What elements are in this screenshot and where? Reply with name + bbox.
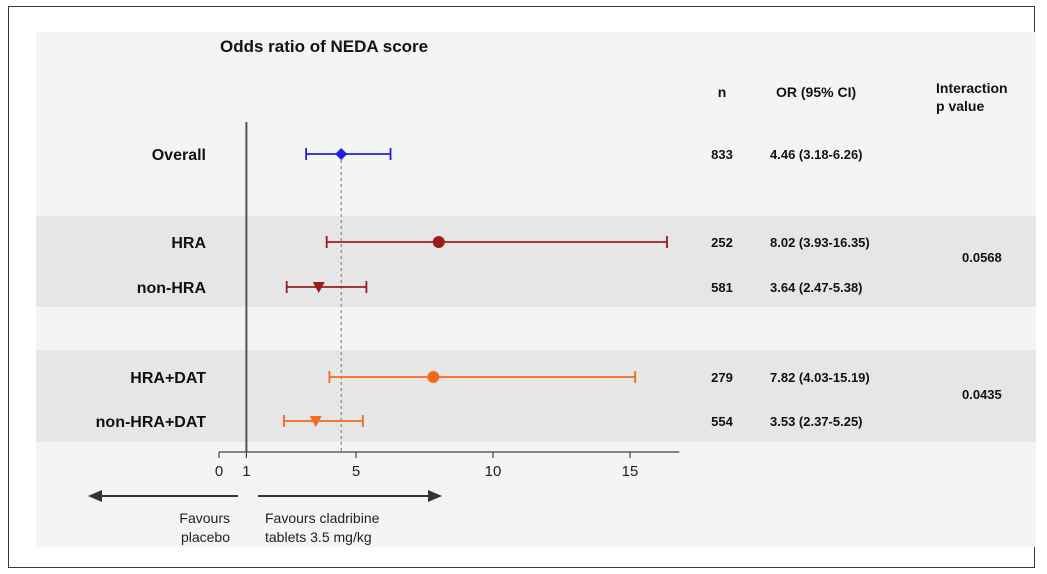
row-or-ci-non-hra-plus-dat: 3.53 (2.37-5.25) bbox=[770, 414, 863, 429]
favours-right-line1: Favours cladribine bbox=[265, 510, 380, 526]
x-tick-label: 0 bbox=[215, 463, 223, 480]
band-hra-dat bbox=[36, 350, 1036, 442]
header-or: OR (95% CI) bbox=[776, 84, 856, 100]
x-tick-label: 5 bbox=[352, 463, 360, 480]
row-label-non-hra-plus-dat: non-HRA+DAT bbox=[96, 414, 207, 431]
favours-right-line2: tablets 3.5 mg/kg bbox=[265, 529, 372, 545]
row-n-non-hra: 581 bbox=[711, 280, 733, 295]
point-estimate-hra bbox=[432, 236, 445, 248]
row-or-ci-hra-plus-dat: 7.82 (4.03-15.19) bbox=[770, 370, 870, 385]
x-tick-label: 15 bbox=[622, 463, 639, 480]
point-estimate-non-hra bbox=[312, 282, 325, 293]
chart-title: Odds ratio of NEDA score bbox=[220, 37, 428, 56]
point-estimate-hra-plus-dat bbox=[427, 371, 440, 383]
header-interaction-line2: p value bbox=[936, 98, 984, 114]
interaction-p-hra: 0.0568 bbox=[962, 250, 1002, 265]
row-or-ci-non-hra: 3.64 (2.47-5.38) bbox=[770, 280, 863, 295]
row-n-overall: 833 bbox=[711, 147, 733, 162]
favours-left-line1: Favours bbox=[179, 510, 230, 526]
favours-left-line2: placebo bbox=[181, 529, 230, 545]
x-tick-label: 10 bbox=[485, 463, 502, 480]
row-n-non-hra-plus-dat: 554 bbox=[711, 414, 733, 429]
row-n-hra-plus-dat: 279 bbox=[711, 370, 733, 385]
row-label-hra-plus-dat: HRA+DAT bbox=[130, 370, 206, 387]
favours-right-arrowhead bbox=[428, 490, 442, 502]
header-n: n bbox=[718, 84, 727, 100]
point-estimate-overall bbox=[335, 148, 348, 160]
x-tick-label: 1 bbox=[242, 463, 250, 480]
row-label-overall: Overall bbox=[152, 147, 206, 164]
interaction-p-hra-dat: 0.0435 bbox=[962, 387, 1002, 402]
row-n-hra: 252 bbox=[711, 235, 733, 250]
point-estimate-non-hra-plus-dat bbox=[309, 416, 322, 427]
row-label-hra: HRA bbox=[171, 235, 206, 252]
row-label-non-hra: non-HRA bbox=[137, 280, 207, 297]
row-or-ci-overall: 4.46 (3.18-6.26) bbox=[770, 147, 863, 162]
header-interaction-line1: Interaction bbox=[936, 80, 1008, 96]
band-hra bbox=[36, 216, 1036, 307]
row-or-ci-hra: 8.02 (3.93-16.35) bbox=[770, 235, 870, 250]
favours-left-arrowhead bbox=[88, 490, 102, 502]
